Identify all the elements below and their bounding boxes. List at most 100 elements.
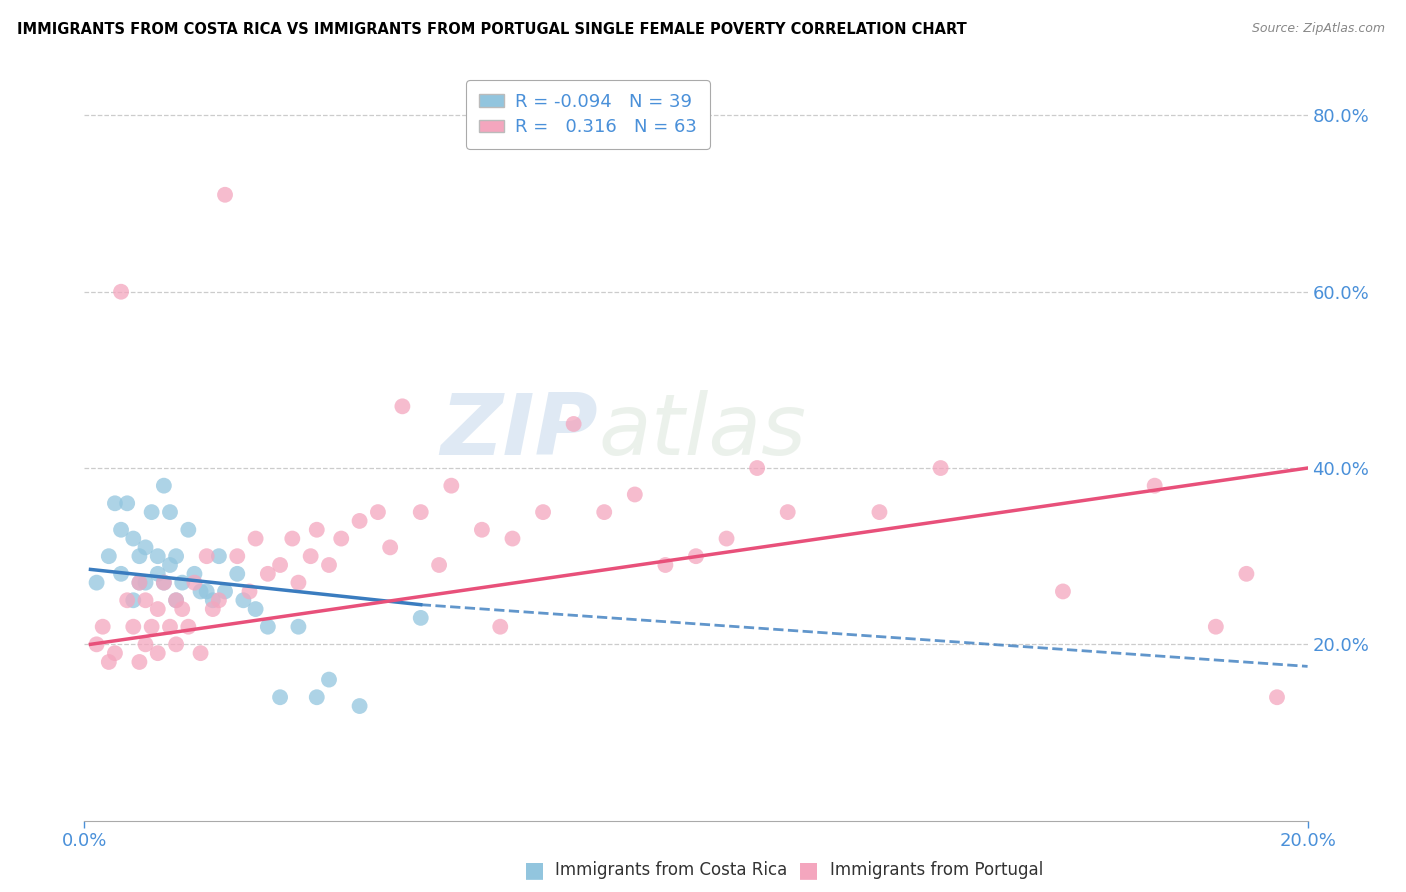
Point [153, 575, 176, 590]
Point [471, 523, 494, 537]
Text: atlas: atlas [598, 390, 806, 473]
Text: IMMIGRANTS FROM COSTA RICA VS IMMIGRANTS FROM PORTUGAL SINGLE FEMALE POVERTY COR: IMMIGRANTS FROM COSTA RICA VS IMMIGRANTS… [17, 22, 966, 37]
Point [159, 620, 181, 634]
Point [122, 593, 145, 607]
Point [1143, 478, 1166, 492]
Point [238, 584, 260, 599]
Point [201, 593, 224, 607]
Point [367, 505, 389, 519]
Point [146, 602, 169, 616]
Point [104, 646, 127, 660]
Point [128, 655, 150, 669]
Point [110, 566, 132, 581]
Point [177, 523, 200, 537]
Point [624, 487, 647, 501]
Point [287, 575, 309, 590]
Point [183, 575, 205, 590]
Point [593, 505, 616, 519]
Point [159, 505, 181, 519]
Text: Immigrants from Portugal: Immigrants from Portugal [830, 861, 1043, 879]
Point [86, 575, 108, 590]
Point [128, 575, 150, 590]
Point [305, 523, 328, 537]
Point [226, 549, 249, 564]
Point [281, 532, 304, 546]
Point [135, 593, 157, 607]
Point [776, 505, 799, 519]
Point [122, 532, 145, 546]
Point [654, 558, 676, 572]
Legend: R = -0.094   N = 39, R =   0.316   N = 63: R = -0.094 N = 39, R = 0.316 N = 63 [467, 80, 710, 149]
Point [409, 611, 432, 625]
Point [299, 549, 322, 564]
Point [115, 496, 138, 510]
Point [135, 541, 157, 555]
Point [165, 637, 187, 651]
Point [1205, 620, 1227, 634]
Point [165, 549, 187, 564]
Point [305, 690, 328, 705]
Point [257, 620, 280, 634]
Point [562, 417, 585, 431]
Point [502, 532, 524, 546]
Point [97, 549, 120, 564]
Point [201, 602, 224, 616]
Text: ZIP: ZIP [440, 390, 598, 473]
Point [427, 558, 450, 572]
Point [172, 575, 194, 590]
Point [159, 558, 181, 572]
Point [929, 461, 952, 475]
Point [115, 593, 138, 607]
Point [146, 566, 169, 581]
Point [110, 285, 132, 299]
Point [1236, 566, 1258, 581]
Point [349, 514, 371, 528]
Point [489, 620, 512, 634]
Point [195, 584, 218, 599]
Point [172, 602, 194, 616]
Point [214, 187, 236, 202]
Point [1265, 690, 1288, 705]
Point [146, 549, 169, 564]
Point [257, 566, 280, 581]
Point [391, 400, 413, 414]
Point [269, 690, 291, 705]
Point [440, 478, 463, 492]
Point [716, 532, 738, 546]
Point [135, 637, 157, 651]
Point [380, 541, 402, 555]
Point [165, 593, 187, 607]
Point [128, 575, 150, 590]
Point [318, 558, 340, 572]
Point [1052, 584, 1074, 599]
Point [232, 593, 254, 607]
Point [409, 505, 432, 519]
Text: Source: ZipAtlas.com: Source: ZipAtlas.com [1251, 22, 1385, 36]
Point [685, 549, 707, 564]
Point [214, 584, 236, 599]
Point [135, 575, 157, 590]
Point [146, 646, 169, 660]
Point [287, 620, 309, 634]
Point [141, 505, 163, 519]
Point [97, 655, 120, 669]
Point [330, 532, 353, 546]
Point [190, 584, 212, 599]
Point [104, 496, 127, 510]
Point [531, 505, 554, 519]
Point [183, 566, 205, 581]
Point [153, 478, 176, 492]
Point [747, 461, 769, 475]
Point [245, 602, 267, 616]
Point [208, 593, 231, 607]
Point [128, 549, 150, 564]
Text: ■: ■ [799, 860, 818, 880]
Point [122, 620, 145, 634]
Point [869, 505, 891, 519]
Point [165, 593, 187, 607]
Point [208, 549, 231, 564]
Point [190, 646, 212, 660]
Point [226, 566, 249, 581]
Point [349, 699, 371, 714]
Point [245, 532, 267, 546]
